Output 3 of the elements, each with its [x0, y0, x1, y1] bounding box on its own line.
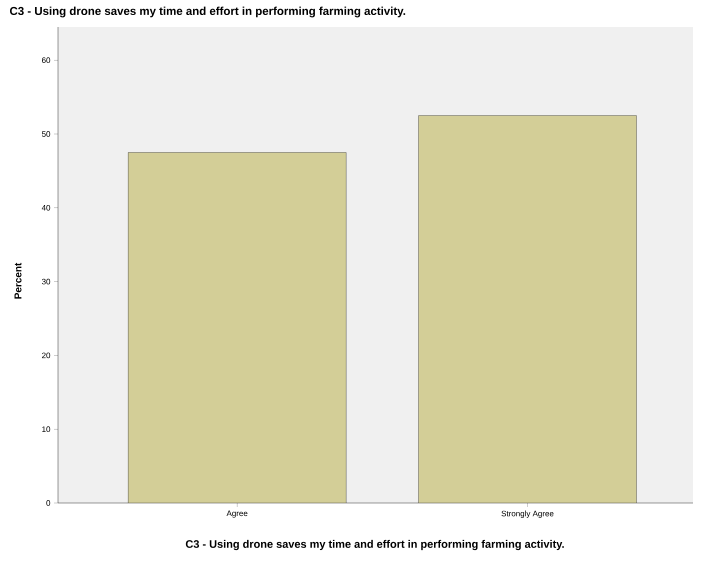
y-axis-title: Percent [14, 262, 22, 299]
x-axis-title: C3 - Using drone saves my time and effort in performing farming activity. [186, 540, 564, 550]
chart-title: C3 - Using drone saves my time and effort in performing farming activity. [10, 6, 406, 18]
